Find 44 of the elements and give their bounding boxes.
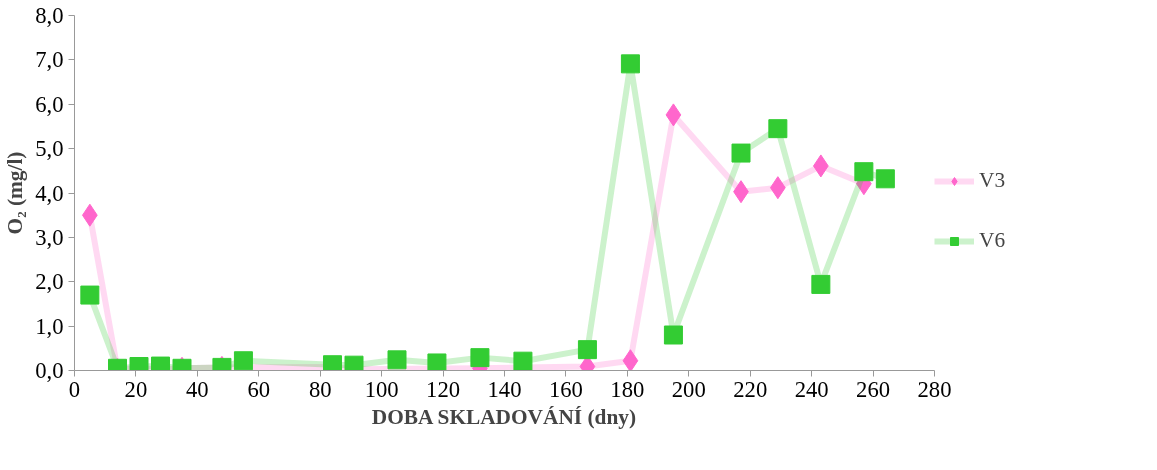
x-tick-label: 280 [917, 376, 952, 402]
y-tick-label: 1,0 [35, 313, 64, 339]
y-tick-label: 6,0 [35, 91, 64, 117]
y-tick-label: 4,0 [35, 180, 64, 206]
point [622, 349, 639, 371]
x-tick-label: 180 [610, 376, 645, 402]
point [387, 350, 407, 370]
point [854, 162, 874, 182]
point [663, 325, 683, 345]
y-tick-label: 8,0 [35, 3, 64, 28]
y-tick-label: 7,0 [35, 47, 64, 73]
point [875, 169, 895, 189]
x-tick-label: 40 [186, 376, 209, 402]
x-axis-title: DOBA SKLADOVÁNÍ (dny) [371, 404, 637, 429]
legend-label: V6 [979, 228, 1006, 253]
x-tick-label: 200 [671, 376, 706, 402]
legend-label: V3 [979, 168, 1006, 193]
x-tick-label: 0 [68, 376, 81, 402]
point [811, 274, 831, 294]
x-tick-label: 20 [124, 376, 148, 402]
y-tick-label: 3,0 [35, 224, 64, 250]
x-tick-label: 260 [856, 376, 891, 402]
x-tick-label: 140 [487, 376, 522, 402]
x-tick-label: 220 [733, 376, 768, 402]
x-tick-label: 120 [426, 376, 461, 402]
y-tick-label: 2,0 [35, 269, 64, 295]
x-tick-label: 240 [794, 376, 829, 402]
point [768, 119, 788, 139]
x-tick-label: 60 [247, 376, 271, 402]
point [620, 54, 640, 74]
point [80, 285, 100, 305]
point [470, 348, 490, 368]
point [233, 351, 253, 371]
x-tick-label: 80 [308, 376, 332, 402]
point [665, 103, 682, 127]
x-tick-label: 100 [364, 376, 399, 402]
y-tick-label: 5,0 [35, 136, 64, 162]
point [427, 353, 447, 371]
point [577, 340, 597, 360]
y-axis-title: O₂ (mg/l) [3, 151, 28, 235]
x-tick-label: 160 [548, 376, 583, 402]
point [513, 351, 533, 371]
point [731, 143, 751, 163]
y-tick-label: 0,0 [35, 358, 64, 383]
